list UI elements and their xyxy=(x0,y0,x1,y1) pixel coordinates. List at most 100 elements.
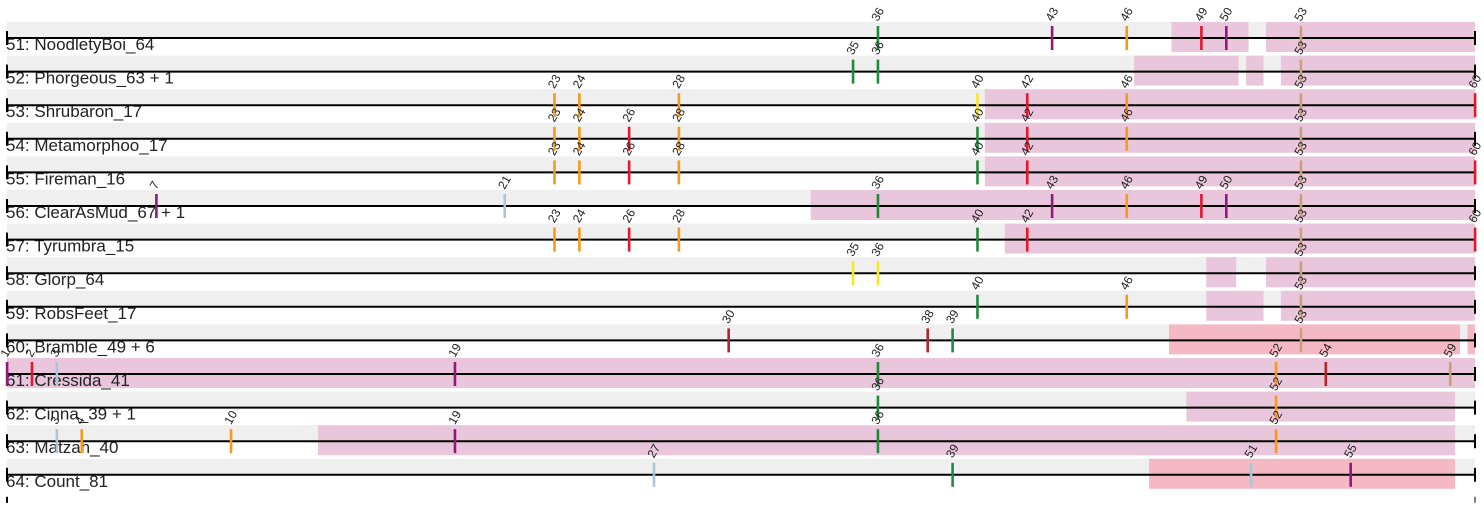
position-mark xyxy=(876,395,880,420)
position-label: 46 xyxy=(1117,273,1136,292)
track-row: 56: ClearAsMud_67 + 1 7 21 36 43 46 49 50 53 xyxy=(6,173,1476,222)
position-label: 24 xyxy=(570,206,589,225)
row-band xyxy=(7,290,1475,306)
position-label: 39 xyxy=(943,307,962,326)
track-row: 51: NoodletyBoi_64 36 43 46 49 50 53 xyxy=(6,5,1476,54)
position-label: 59 xyxy=(1441,341,1460,360)
position-mark xyxy=(976,227,979,252)
position-mark xyxy=(55,362,59,386)
position-label: 26 xyxy=(620,105,639,124)
position-label: 42 xyxy=(1018,139,1037,158)
row-label: 57: Tyrumbra_15 xyxy=(6,237,134,256)
position-mark xyxy=(976,294,979,319)
position-label: 36 xyxy=(868,38,887,57)
track-row: 63: Matzah_403 4 10 19 36 52 xyxy=(6,408,1476,457)
position-mark xyxy=(1050,26,1054,50)
position-label: 24 xyxy=(570,72,589,91)
position-mark xyxy=(1324,362,1328,386)
position-mark xyxy=(578,126,581,151)
position-mark xyxy=(578,160,581,185)
position-mark xyxy=(1125,26,1129,50)
position-mark xyxy=(1299,328,1303,353)
position-mark xyxy=(30,362,34,386)
position-label: 52 xyxy=(1266,408,1285,427)
track-row: 54: Metamorphoo_17 23 24 26 28 40 42 46 53 xyxy=(6,105,1476,155)
position-label: 43 xyxy=(1042,173,1061,192)
track-row: 62: Cinna_39 + 1 36 52 xyxy=(6,374,1476,424)
row-label: 59: RobsFeet_17 xyxy=(6,304,136,323)
position-label: 28 xyxy=(669,206,688,225)
position-label: 40 xyxy=(968,139,987,158)
track-row: 59: RobsFeet_17 40 46 53 xyxy=(6,273,1476,323)
position-mark xyxy=(876,261,880,286)
position-mark xyxy=(1125,194,1129,218)
position-label: 40 xyxy=(968,206,987,225)
position-label: 50 xyxy=(1217,173,1236,192)
position-label: 46 xyxy=(1117,5,1136,24)
position-label: 60 xyxy=(1465,139,1484,158)
position-label: 35 xyxy=(843,38,862,57)
position-label: 40 xyxy=(968,72,987,91)
track-row: 52: Phorgeous_63 + 1 35 36 53 xyxy=(6,38,1476,88)
position-mark xyxy=(627,227,631,252)
row-label: 62: Cinna_39 + 1 xyxy=(6,405,136,424)
position-mark xyxy=(1299,227,1303,252)
row-label: 51: NoodletyBoi_64 xyxy=(6,35,154,54)
position-label: 51 xyxy=(1242,441,1261,460)
position-mark xyxy=(627,160,631,185)
position-mark xyxy=(876,59,880,84)
row-label: 54: Metamorphoo_17 xyxy=(6,136,168,155)
position-mark xyxy=(1473,93,1477,118)
position-mark xyxy=(453,362,457,386)
position-mark xyxy=(876,429,880,454)
position-mark xyxy=(1448,362,1452,386)
position-mark xyxy=(578,227,581,252)
position-mark xyxy=(951,462,954,487)
position-mark xyxy=(876,194,880,218)
position-label: 26 xyxy=(620,206,639,225)
position-mark xyxy=(553,160,556,185)
position-label: 24 xyxy=(570,105,589,124)
track-row: 60: Bramble_49 + 6 30 38 39 53 xyxy=(6,307,1476,356)
position-mark xyxy=(1025,160,1029,185)
position-mark xyxy=(677,227,681,252)
position-mark xyxy=(926,328,930,353)
position-mark xyxy=(553,227,556,252)
position-label: 36 xyxy=(868,341,887,360)
position-label: 53 xyxy=(1291,5,1310,24)
position-mark xyxy=(677,160,681,185)
position-label: 23 xyxy=(545,105,564,124)
position-label: 54 xyxy=(1316,341,1335,360)
position-mark xyxy=(503,194,507,218)
row-band xyxy=(7,458,1475,474)
row-label: 52: Phorgeous_63 + 1 xyxy=(6,69,174,88)
position-mark xyxy=(1274,395,1278,420)
position-mark xyxy=(1200,194,1203,218)
position-mark xyxy=(1473,227,1477,252)
position-mark xyxy=(1299,261,1303,286)
position-mark xyxy=(627,126,631,151)
row-label: 61: Cressida_41 xyxy=(6,371,130,390)
position-label: 42 xyxy=(1018,105,1037,124)
position-label: 55 xyxy=(1341,441,1360,460)
position-mark xyxy=(976,160,979,185)
position-mark xyxy=(677,93,681,118)
position-mark xyxy=(1200,26,1203,50)
row-label: 58: Glorp_64 xyxy=(6,270,104,289)
position-mark xyxy=(5,362,9,386)
position-mark xyxy=(677,126,681,151)
position-mark xyxy=(1274,362,1278,386)
position-mark xyxy=(1299,160,1303,185)
position-mark xyxy=(553,126,556,151)
position-mark xyxy=(553,93,556,118)
position-label: 26 xyxy=(620,139,639,158)
position-label: 36 xyxy=(868,173,887,192)
position-mark xyxy=(453,429,457,454)
position-label: 53 xyxy=(1291,105,1310,124)
position-label: 28 xyxy=(669,105,688,124)
position-label: 46 xyxy=(1117,72,1136,91)
position-mark xyxy=(976,126,979,151)
position-label: 7 xyxy=(147,178,163,191)
position-label: 28 xyxy=(669,72,688,91)
